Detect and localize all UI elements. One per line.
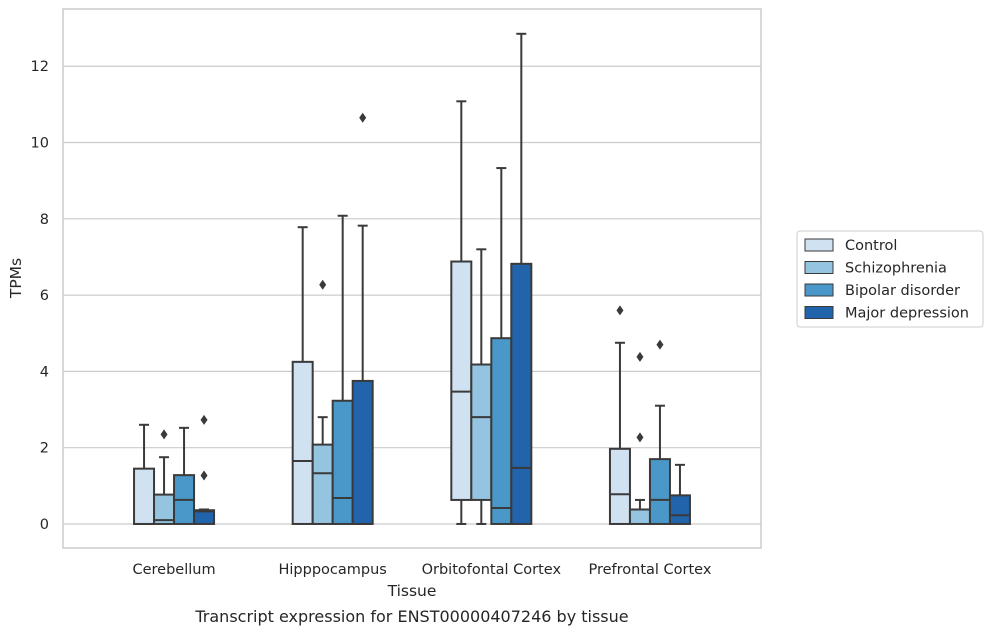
box-plot [291,226,314,525]
box-iqr [193,509,216,525]
box-iqr [133,467,156,525]
box-iqr [470,363,493,501]
plot-frame [62,8,762,549]
box-plot [668,463,691,525]
legend: Control Schizophrenia Bipolar disorder Majo… [796,230,984,328]
box-iqr [450,260,473,501]
outlier-point [616,305,624,316]
y-tick-label: 6 [40,288,49,304]
y-tick-label: 4 [40,364,49,380]
y-tick-label: 0 [40,517,49,533]
x-tick-label: Cerebellum [132,562,215,578]
box-plot [470,248,493,525]
box-plot [331,214,354,525]
legend-swatch [804,238,834,252]
outlier-point [319,279,327,290]
box-plot [608,305,631,525]
box-iqr [291,360,314,525]
box-iqr [668,494,691,525]
legend-swatch [804,306,834,319]
box-plot [311,279,334,525]
box-plot [193,414,216,525]
legend-label: Bipolar disorder [845,283,960,299]
y-tick-label: 12 [31,59,49,75]
outlier-point [656,339,664,350]
box-plot [351,112,374,525]
outlier-point [200,470,208,481]
box-series [133,32,691,525]
chart-caption: Transcript expression for ENST0000040724… [194,607,628,626]
y-tick-label: 10 [31,136,49,152]
legend-frame [796,230,984,328]
box-plot [510,32,533,525]
box-plot [173,426,196,525]
box-iqr [510,262,533,525]
outlier-point [636,432,644,443]
box-iqr [608,447,631,525]
box-plot [648,339,671,525]
legend-label: Major depression [845,306,969,322]
y-tick-label: 8 [40,212,49,228]
legend-swatch [804,261,834,274]
box-iqr [331,399,354,525]
box-plot [153,429,176,525]
legend-label: Schizophrenia [845,261,947,277]
box-iqr [311,443,334,525]
box-plot [490,167,513,525]
y-tick-label: 2 [40,441,49,457]
box-plot [133,423,156,525]
box-iqr [351,379,374,525]
outlier-point [636,351,644,362]
box-iqr [490,337,513,525]
y-axis-label: TPMs [7,258,25,299]
x-tick-label: Prefrontal Cortex [588,562,711,578]
x-tick-labels: Cerebellum Hipppocampus Orbitofontal Corte… [132,562,711,578]
outlier-point [160,429,168,440]
legend-label: Control [845,238,897,254]
box-plot [450,100,473,525]
outlier-point [200,414,208,425]
x-axis-label: Tissue [387,582,437,600]
gridlines [63,65,761,525]
y-tick-labels: 0 2 4 6 8 10 12 [31,59,49,533]
outlier-point [359,112,367,123]
legend-swatch [804,283,834,297]
box-iqr [628,508,651,525]
x-tick-label: Orbitofontal Cortex [422,562,562,578]
box-iqr [648,458,671,525]
x-tick-label: Hipppocampus [279,562,387,578]
box-plot [628,351,651,525]
